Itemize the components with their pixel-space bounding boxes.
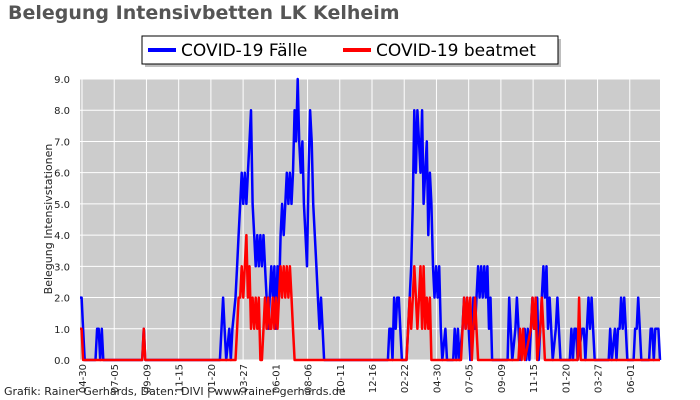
x-tick-label: 02-22 bbox=[400, 364, 411, 393]
source-credit: Grafik: Rainer Gerhards, Daten: DIVI | w… bbox=[4, 385, 346, 398]
x-tick-label: 01-20 bbox=[561, 364, 572, 393]
legend: COVID-19 Fälle COVID-19 beatmet bbox=[141, 35, 561, 67]
y-tick-label: 3.0 bbox=[54, 262, 70, 273]
x-tick-label: 07-05 bbox=[465, 364, 476, 393]
series-line-ventilated bbox=[80, 233, 660, 362]
y-axis-ticks: 0.0 1.0 2.0 3.0 4.0 5.0 6.0 7.0 8.0 9.0 bbox=[54, 75, 70, 367]
x-tick-label: 03-27 bbox=[594, 364, 605, 393]
legend-label-ventilated: COVID-19 beatmet bbox=[376, 41, 536, 61]
series-layer bbox=[80, 77, 662, 362]
chart-title: Belegung Intensivbetten LK Kelheim bbox=[8, 2, 400, 24]
series-line-cases bbox=[80, 77, 662, 362]
x-tick-label: 10-11 bbox=[336, 364, 347, 393]
x-tick-label: 01-20 bbox=[207, 364, 218, 393]
y-axis-label: Belegung Intensivstationen bbox=[42, 144, 55, 295]
y-tick-label: 9.0 bbox=[54, 75, 70, 86]
x-tick-label: 11-15 bbox=[529, 364, 540, 393]
x-axis-ticks: 04-30 07-05 09-09 11-15 01-20 03-27 06-01 08-06… bbox=[78, 364, 637, 393]
x-tick-label: 12-16 bbox=[368, 364, 379, 393]
x-tick-label: 09-09 bbox=[497, 364, 508, 393]
legend-label-cases: COVID-19 Fälle bbox=[181, 41, 307, 61]
x-tick-label: 04-30 bbox=[432, 364, 443, 393]
y-tick-label: 8.0 bbox=[54, 106, 70, 117]
plot-area bbox=[80, 79, 660, 360]
x-tick-label: 09-09 bbox=[142, 364, 153, 393]
y-tick-label: 7.0 bbox=[54, 137, 70, 148]
x-tick-label: 08-06 bbox=[304, 364, 315, 393]
x-tick-label: 07-05 bbox=[110, 364, 121, 393]
x-tick-label: 03-27 bbox=[239, 364, 250, 393]
x-tick-label: 04-30 bbox=[78, 364, 89, 393]
y-tick-label: 6.0 bbox=[54, 169, 70, 180]
y-tick-label: 1.0 bbox=[54, 325, 70, 336]
y-tick-label: 5.0 bbox=[54, 200, 70, 211]
y-tick-label: 0.0 bbox=[54, 356, 70, 367]
x-tick-label: 06-01 bbox=[271, 364, 282, 393]
x-tick-label: 06-01 bbox=[626, 364, 637, 393]
y-tick-label: 4.0 bbox=[54, 231, 70, 242]
x-tick-label: 11-15 bbox=[175, 364, 186, 393]
y-tick-label: 2.0 bbox=[54, 294, 70, 305]
